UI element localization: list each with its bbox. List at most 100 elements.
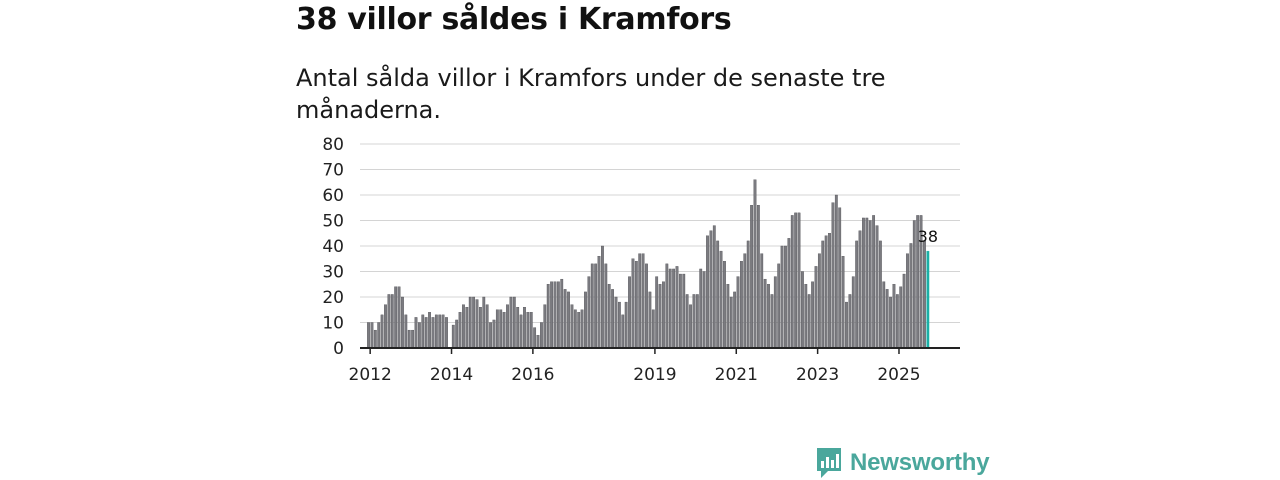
y-tick-label: 0 (333, 339, 344, 359)
bar (746, 240, 750, 349)
bar (617, 301, 621, 349)
bar (587, 276, 591, 349)
x-axis-labels: 2012 2014 2016 2019 2021 2023 2025 (349, 365, 921, 385)
bar (553, 281, 557, 349)
bar (740, 261, 743, 349)
bar (855, 240, 859, 349)
y-tick-label: 10 (322, 314, 344, 334)
bar (550, 281, 553, 349)
bar (628, 276, 631, 349)
bar (797, 212, 801, 349)
bar (482, 296, 486, 349)
bar (495, 309, 499, 349)
bar (397, 286, 401, 349)
bar (519, 314, 523, 349)
bar (712, 225, 716, 349)
bar (831, 202, 835, 349)
bar (573, 309, 577, 349)
bar (892, 284, 896, 349)
bar (868, 220, 872, 349)
x-tick-label: 2012 (349, 365, 392, 385)
bar (702, 271, 706, 349)
bar (607, 284, 611, 349)
bar (743, 253, 747, 349)
bar (662, 281, 665, 349)
bar (394, 286, 398, 349)
bar (811, 281, 814, 349)
bar (838, 207, 842, 349)
bar (885, 289, 889, 349)
bar (682, 273, 686, 349)
y-tick-label: 30 (322, 263, 344, 283)
bar (390, 294, 394, 349)
bar (404, 314, 408, 349)
bar (658, 284, 662, 349)
bar (434, 314, 438, 349)
bar (804, 284, 808, 349)
bar (882, 281, 886, 349)
bar (807, 294, 811, 349)
newsworthy-logo-icon (817, 448, 841, 478)
bar (645, 263, 648, 349)
bar (509, 296, 513, 349)
y-tick-label: 70 (322, 161, 344, 181)
bar (631, 258, 635, 349)
bar (624, 301, 628, 349)
bar-highlight (926, 250, 930, 349)
bar (462, 304, 465, 349)
bar (438, 314, 442, 349)
bar (678, 273, 682, 349)
bar (580, 309, 584, 349)
highlight-value-label: 38 (918, 227, 938, 246)
x-axis-ticks (369, 348, 900, 354)
bar (773, 276, 777, 349)
bar (834, 194, 838, 349)
bar (787, 238, 791, 349)
bar (872, 215, 876, 349)
bar (516, 307, 520, 349)
bar (479, 307, 482, 349)
bar (377, 322, 381, 349)
bar (451, 324, 455, 349)
bar (489, 322, 492, 349)
bar (411, 329, 415, 349)
bar (851, 276, 855, 349)
bar (801, 271, 804, 349)
bar (424, 317, 428, 349)
bar (570, 304, 574, 349)
bar (536, 335, 540, 349)
bar (431, 317, 435, 349)
bar (685, 294, 689, 349)
bar (817, 253, 821, 349)
bar (889, 296, 892, 349)
bar (824, 235, 828, 349)
bar (634, 261, 638, 349)
bar (848, 294, 852, 349)
bar (421, 314, 425, 349)
annotations: 38 (918, 227, 938, 246)
bar (790, 215, 794, 349)
bar (594, 263, 598, 349)
bar (512, 296, 516, 349)
bar (523, 307, 526, 349)
bar (828, 233, 831, 349)
bar (862, 217, 865, 349)
bar (760, 253, 764, 349)
bar (417, 322, 421, 349)
bar (902, 273, 906, 349)
bar (719, 250, 723, 349)
bar (458, 312, 462, 349)
bar (560, 278, 564, 349)
bar (485, 304, 489, 349)
bar (780, 245, 784, 349)
bar (597, 256, 601, 349)
bar (373, 329, 377, 349)
bar (604, 263, 608, 349)
bar (468, 296, 472, 349)
bar (465, 307, 469, 349)
bar (821, 240, 825, 349)
y-tick-label: 60 (322, 186, 344, 206)
y-tick-label: 40 (322, 237, 344, 257)
y-tick-label: 50 (322, 212, 344, 232)
bar (428, 312, 431, 349)
